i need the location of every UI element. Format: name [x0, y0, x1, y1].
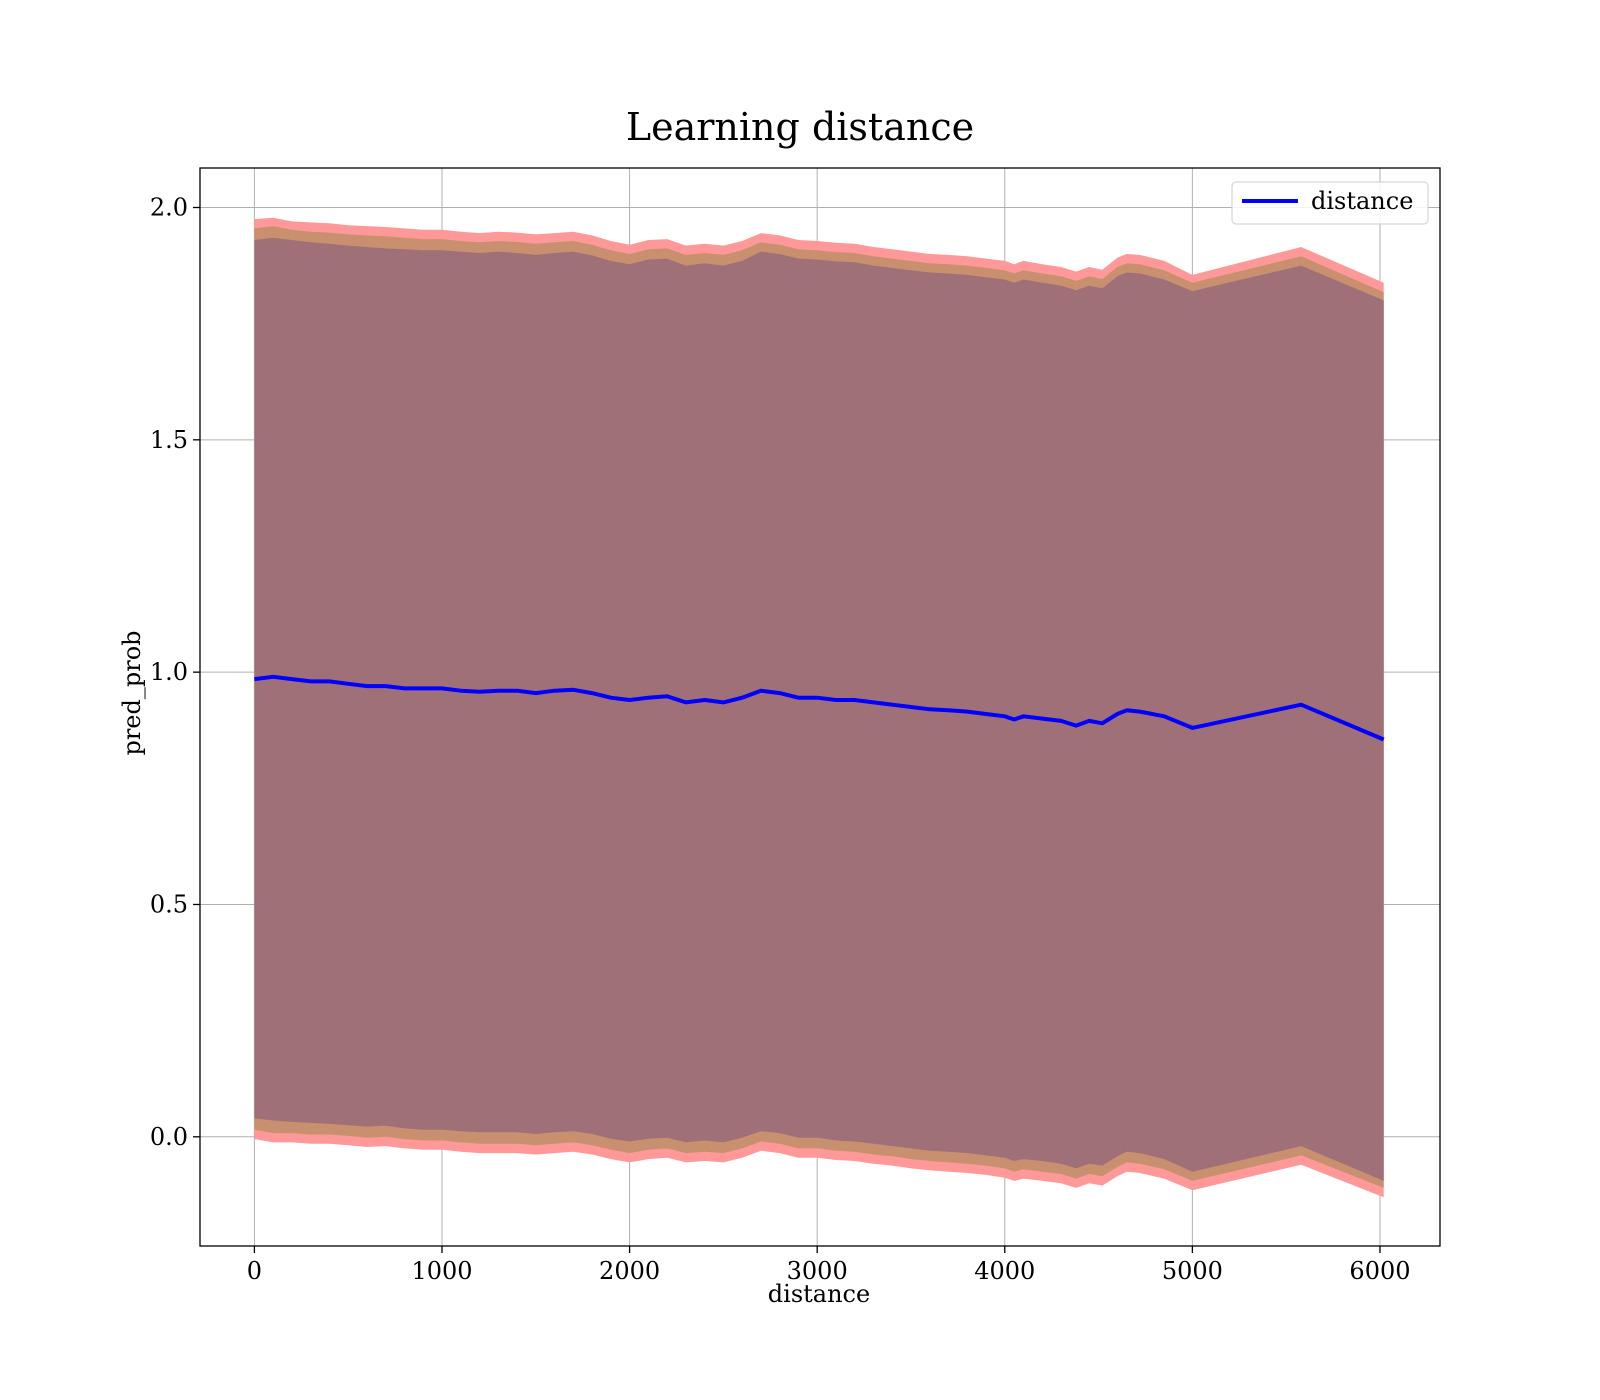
x-tick-label-0: 0 [247, 1257, 262, 1285]
chart-title: Learning distance [626, 105, 974, 149]
x-tick-label-5: 5000 [1162, 1257, 1223, 1285]
x-tick-label-3: 3000 [787, 1257, 848, 1285]
legend-entry-distance: distance [1311, 187, 1413, 215]
confidence-bands [254, 217, 1384, 1198]
band-inner [254, 237, 1384, 1181]
x-axis-ticks: 0 1000 2000 3000 4000 5000 6000 [247, 1246, 1411, 1285]
y-tick-label-2: 1.0 [150, 658, 188, 686]
legend: distance [1231, 181, 1429, 225]
x-tick-label-2: 2000 [599, 1257, 660, 1285]
legend-box [1231, 181, 1429, 225]
x-axis-label: distance [768, 1280, 870, 1308]
y-tick-label-0: 0.0 [150, 1123, 188, 1151]
y-tick-label-1: 0.5 [150, 890, 188, 918]
plot-frame [199, 167, 1441, 1247]
y-axis-label: pred_prob [118, 630, 146, 755]
y-tick-label-4: 2.0 [150, 193, 188, 221]
x-tick-label-6: 6000 [1349, 1257, 1410, 1285]
series-lines [254, 674, 1385, 742]
x-tick-label-1: 1000 [411, 1257, 472, 1285]
y-tick-label-3: 1.5 [150, 426, 188, 454]
series-line-distance [254, 674, 1385, 742]
y-axis-ticks: 0.0 0.5 1.0 1.5 2.0 [150, 193, 200, 1151]
x-tick-label-4: 4000 [974, 1257, 1035, 1285]
